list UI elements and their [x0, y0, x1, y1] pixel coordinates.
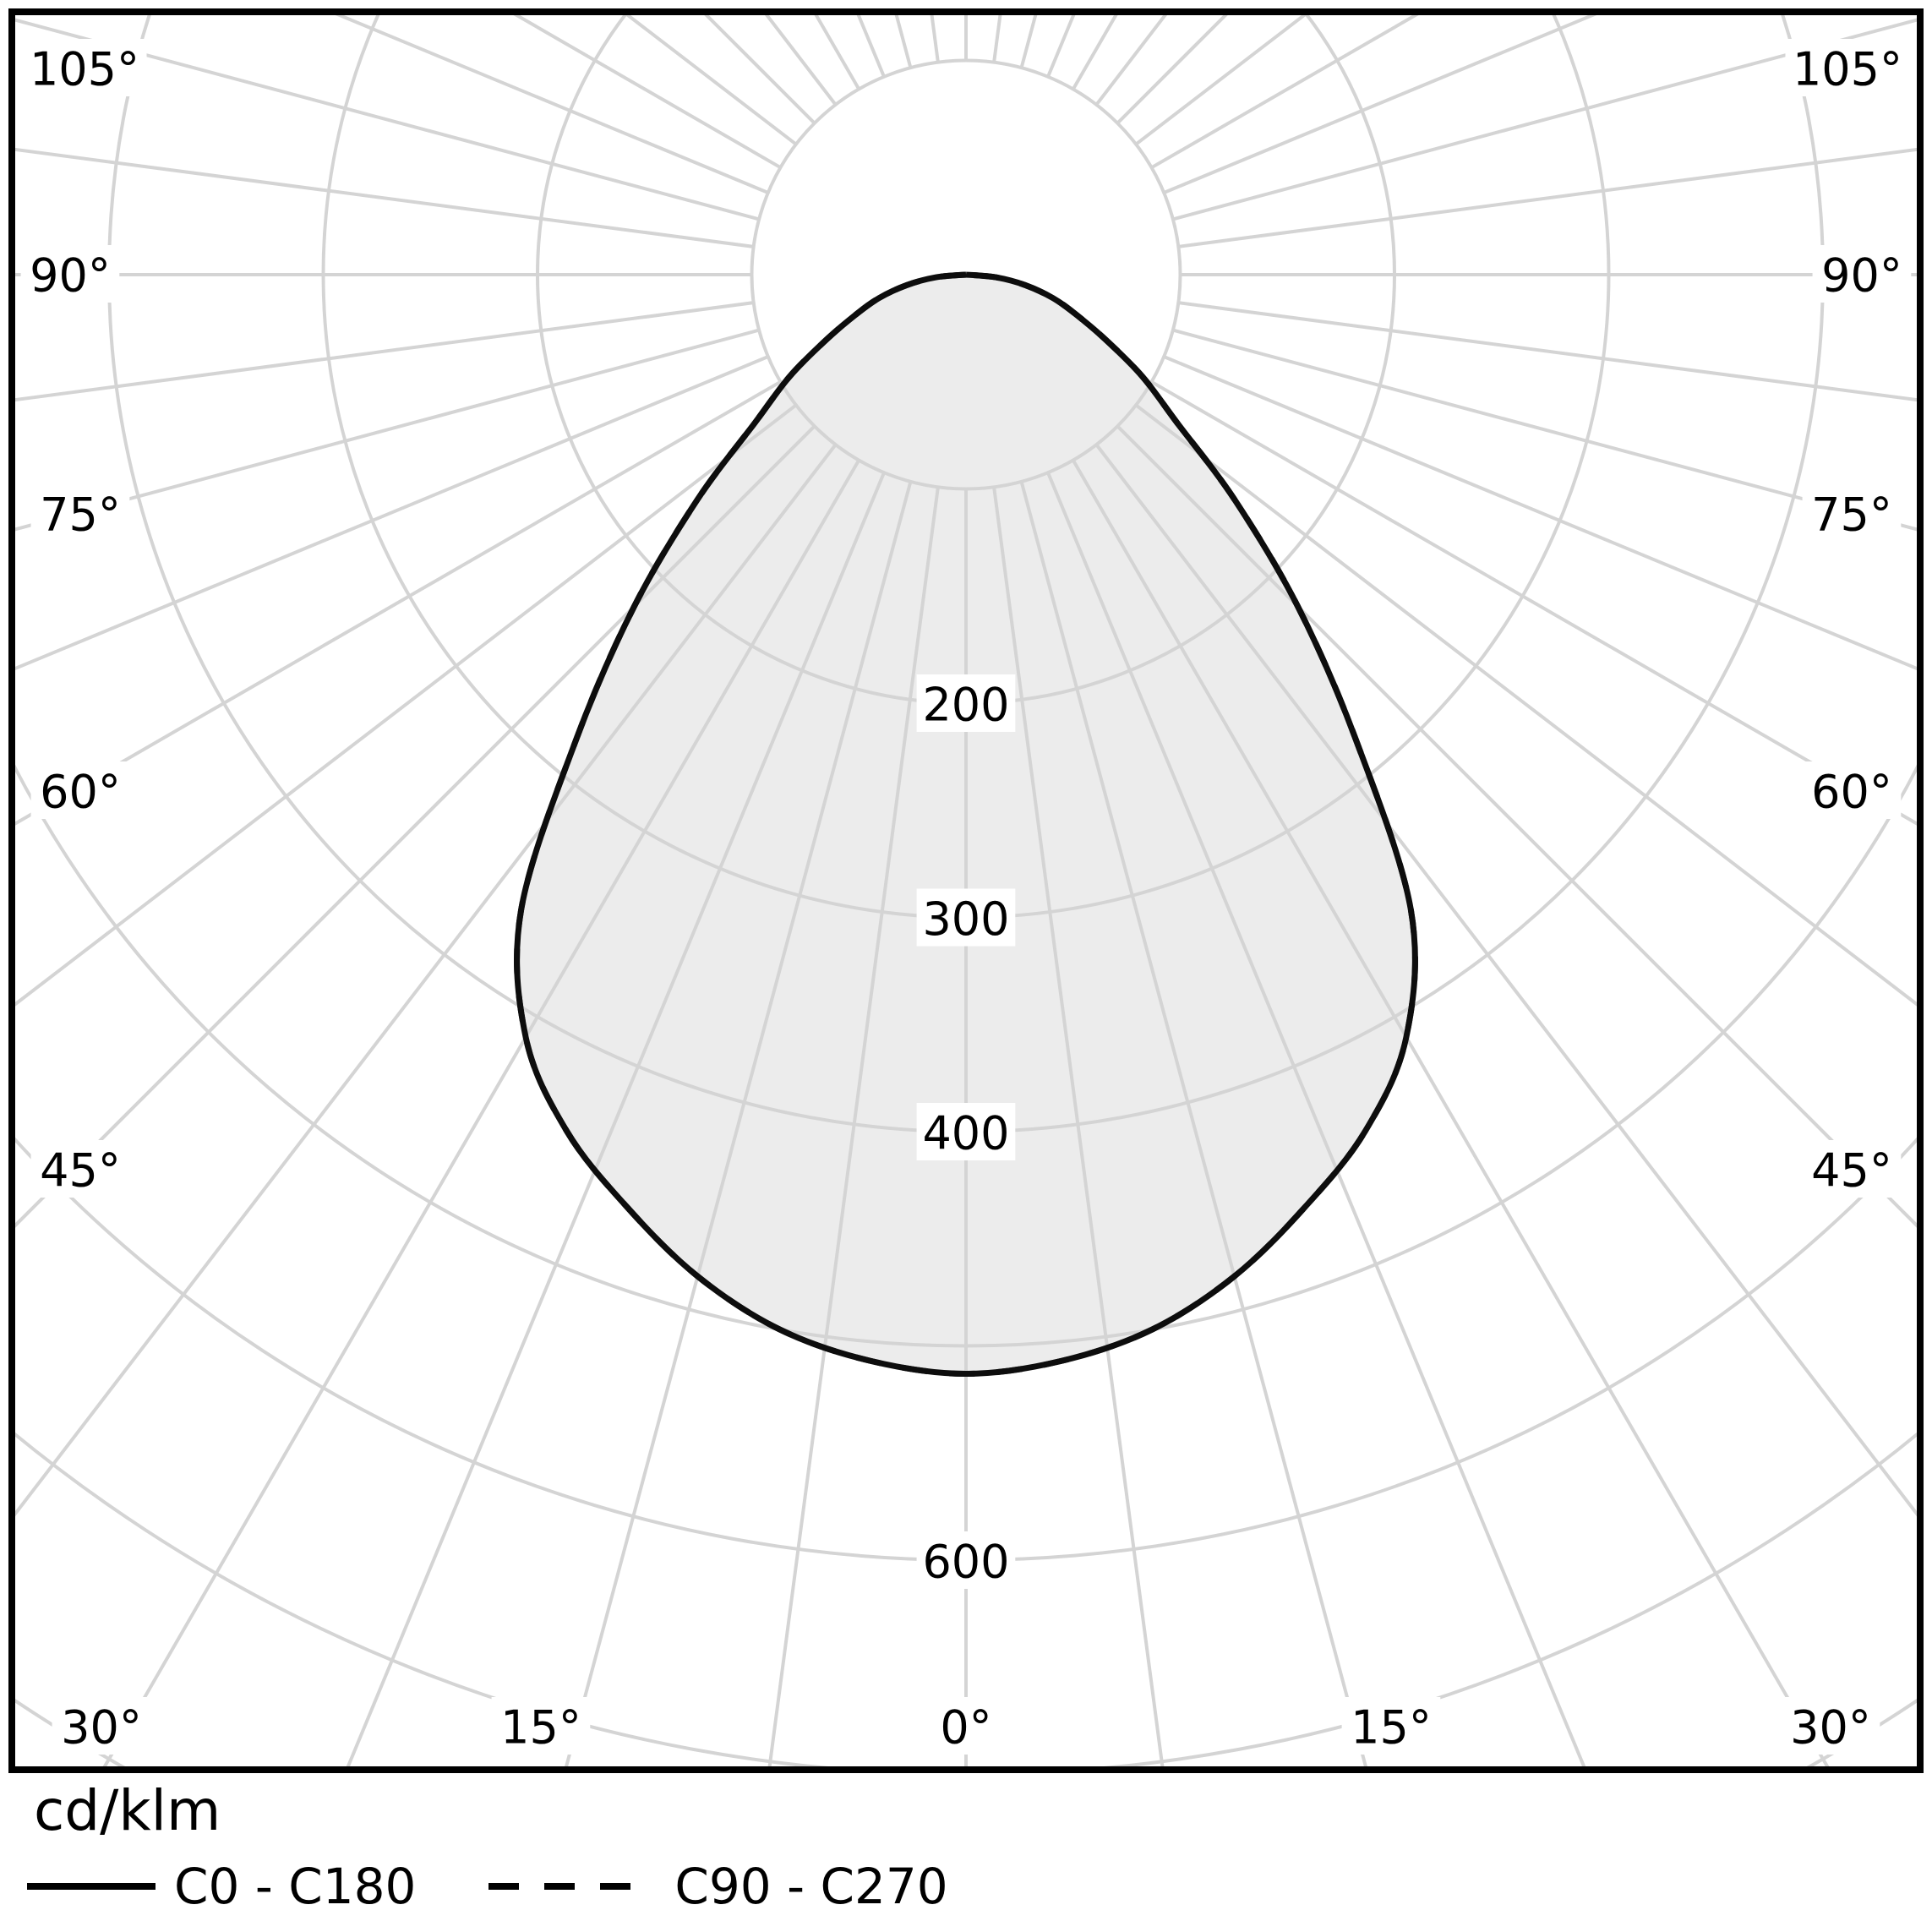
grid-radial-262.5: [12, 147, 754, 248]
grid-radial-22.5: [1046, 472, 1587, 1770]
angle-label-2-chip: [30, 484, 130, 542]
grid-radial-255: [12, 17, 760, 221]
labels-layer: 200 300 400 600 105° 90° 75° 60° 45° 30° 15° 0° 15° 3…: [20, 39, 1912, 1755]
angle-label-9: 30°: [1790, 1701, 1871, 1755]
intensity-label-600-chip: [916, 1531, 1016, 1589]
intensity-label-200-chip: [916, 674, 1016, 732]
grid-radial-112.5: [1163, 12, 1606, 194]
angle-label-3: 60°: [40, 766, 121, 819]
grid-radial-300: [12, 380, 782, 828]
grid-radial-97.5: [1178, 147, 1920, 248]
angle-label-5: 30°: [61, 1701, 142, 1755]
angle-label-12-chip: [1802, 484, 1902, 542]
angle-label-10-chip: [1802, 1140, 1902, 1198]
angle-label-13: 90°: [1821, 249, 1902, 303]
grid-radial-285: [12, 328, 760, 532]
angle-label-10: 45°: [1811, 1144, 1892, 1198]
grid-radial-60: [1150, 380, 1920, 828]
angle-label-1-chip: [20, 245, 120, 303]
angle-label-1: 90°: [30, 249, 111, 303]
grid-radial-45: [1116, 424, 1920, 1231]
intensity-label-400: 400: [922, 1107, 1009, 1160]
grid-radial-337.5: [345, 472, 886, 1770]
angle-label-4-chip: [30, 1140, 130, 1198]
angle-label-6-chip: [491, 1697, 591, 1755]
intensity-label-400-chip: [916, 1103, 1016, 1160]
intensity-label-300-chip: [916, 888, 1016, 947]
angle-label-14-chip: [1785, 39, 1910, 96]
grid-radial-37.5: [1094, 443, 1920, 1521]
grid-radial-345: [563, 481, 913, 1770]
grid-radial-247.5: [326, 12, 769, 194]
angle-label-11: 60°: [1811, 766, 1892, 819]
grid-radial-352.5: [767, 487, 940, 1770]
grid-radial-315: [12, 424, 816, 1231]
angle-label-0: 105°: [30, 43, 139, 96]
angle-label-5-chip: [52, 1697, 151, 1755]
angle-label-13-chip: [1812, 245, 1912, 303]
angle-label-4: 45°: [40, 1144, 121, 1198]
intensity-label-300: 300: [922, 892, 1009, 946]
angle-label-2: 75°: [40, 488, 121, 542]
angle-label-9-chip: [1781, 1697, 1880, 1755]
angle-label-0-chip: [22, 39, 147, 96]
angle-label-7: 0°: [940, 1701, 991, 1755]
intensity-label-200: 200: [922, 679, 1009, 732]
grid-radial-330: [101, 459, 860, 1770]
angle-label-8-chip: [1341, 1697, 1441, 1755]
angle-label-12: 75°: [1811, 488, 1892, 542]
grid-radial-7.5: [992, 487, 1165, 1770]
grid-radial-292.5: [12, 355, 769, 672]
angle-label-6: 15°: [500, 1701, 581, 1755]
grid-radial-30: [1072, 459, 1831, 1770]
angle-label-14: 105°: [1793, 43, 1902, 96]
grid-radial-15: [1019, 481, 1369, 1770]
angle-label-11-chip: [1802, 761, 1902, 819]
grid-radial-105: [1172, 17, 1920, 221]
grid-radial-277.5: [12, 301, 754, 402]
angle-label-3-chip: [30, 761, 130, 819]
intensity-label-600: 600: [922, 1536, 1009, 1589]
grid-radial-307.5: [12, 403, 798, 1009]
grid-radial-75: [1172, 328, 1920, 532]
angle-label-7-chip: [929, 1697, 1003, 1755]
angle-label-8: 15°: [1351, 1701, 1432, 1755]
plot-border: [8, 8, 1924, 1773]
grid-radial-52.5: [1134, 403, 1920, 1009]
grid-radial-322.5: [12, 443, 838, 1521]
curve-c0-c180: [514, 271, 1418, 1377]
grid-radial-82.5: [1178, 301, 1920, 402]
grid-radial-67.5: [1163, 355, 1920, 672]
